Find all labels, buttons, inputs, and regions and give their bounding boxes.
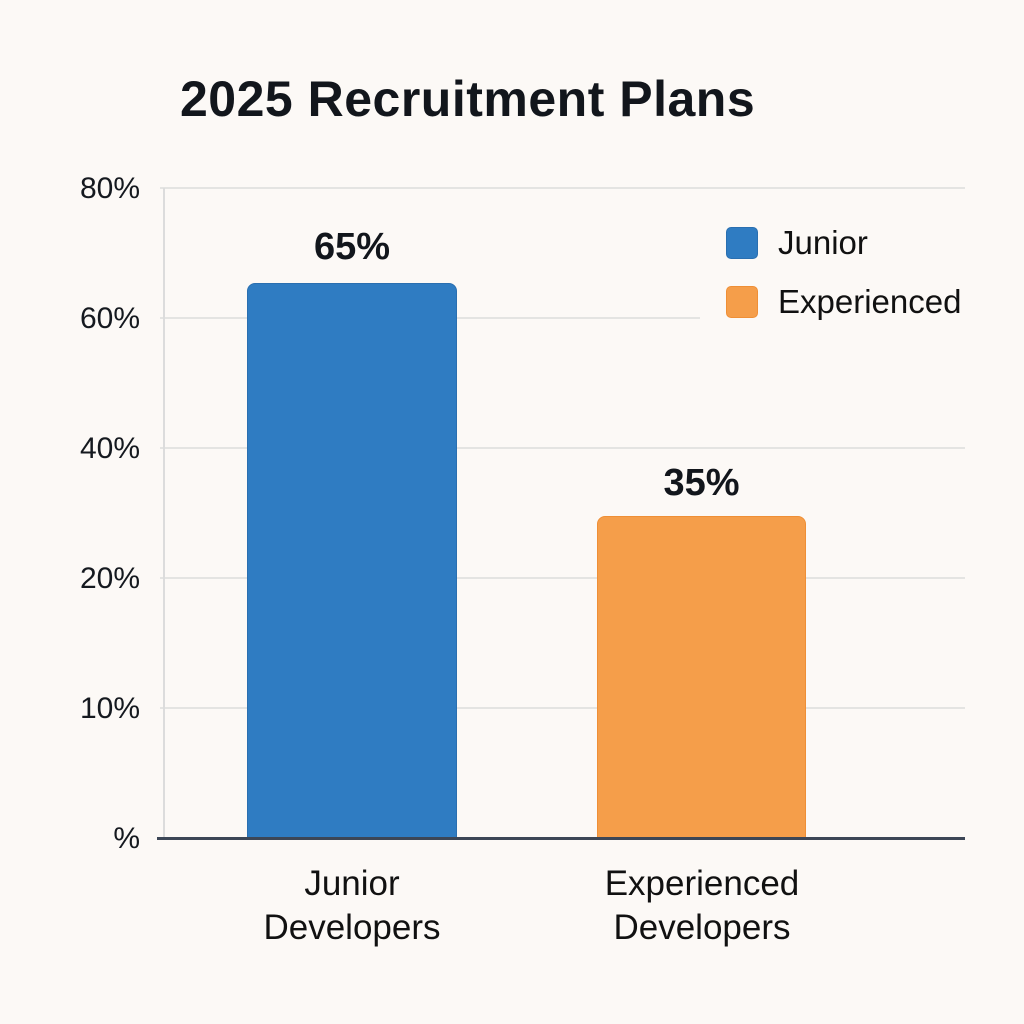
gridline [160,187,965,189]
y-tick-label: 60% [79,302,140,335]
legend-swatch-icon [726,227,758,259]
chart-title: 2025 Recruitment Plans [180,71,756,127]
bar-value-label: 35% [663,462,740,504]
y-tick-label: 40% [79,432,140,465]
x-label-line: Developers [613,908,791,947]
y-tick-label: % [113,822,140,855]
bar-experienced-developers [597,516,806,838]
bar-junior-developers [247,283,457,838]
y-axis-line [163,188,165,838]
gridline [160,447,965,449]
y-tick-label: 20% [79,562,140,595]
x-tick-label: Junior Developers [222,862,482,950]
legend-swatch-icon [726,286,758,318]
x-label-line: Experienced [604,864,800,903]
x-tick-label: Experienced Developers [572,862,832,950]
legend-item-experienced: Experienced [726,283,961,321]
legend-label: Experienced [778,283,962,320]
x-axis-line [157,837,965,840]
bar-value-label: 65% [313,226,391,268]
x-label-line: Junior [304,864,400,903]
y-tick-label: 10% [79,692,140,725]
y-tick-label: 80% [79,172,140,205]
gridline [160,707,965,709]
gridline [160,577,965,579]
legend-item-junior: Junior [726,224,868,262]
legend-label: Junior [778,224,868,261]
x-label-line: Developers [263,908,441,947]
